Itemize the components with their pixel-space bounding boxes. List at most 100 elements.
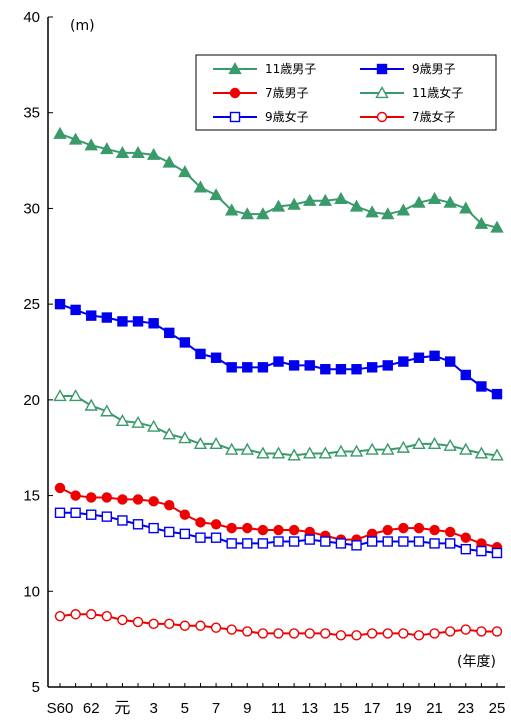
data-point — [257, 628, 269, 639]
data-point — [334, 191, 348, 204]
data-point — [178, 165, 192, 178]
data-point — [101, 312, 113, 323]
series-4 — [53, 389, 504, 461]
data-point — [398, 522, 409, 534]
data-point — [242, 522, 253, 534]
data-point — [320, 536, 331, 547]
data-point — [86, 492, 97, 503]
data-point — [303, 193, 317, 206]
data-point — [427, 436, 442, 449]
data-point — [491, 388, 503, 400]
data-point — [226, 522, 237, 534]
series-line — [59, 132, 498, 229]
legend-item: 7歳女子 — [360, 109, 456, 124]
data-point — [70, 507, 81, 518]
legend-marker — [376, 63, 388, 75]
legend-marker — [228, 62, 242, 75]
data-point — [429, 628, 440, 639]
data-point — [288, 360, 300, 371]
data-point — [132, 316, 144, 327]
series-2 — [54, 298, 503, 400]
y-tick-label: 30 — [23, 200, 40, 217]
data-point — [413, 630, 425, 641]
data-point — [162, 427, 176, 440]
data-point — [474, 216, 489, 229]
data-point — [351, 630, 362, 641]
data-point — [398, 536, 409, 547]
data-point — [162, 155, 176, 168]
x-tick-label: 62 — [83, 700, 100, 717]
data-point — [100, 404, 114, 417]
data-point — [413, 352, 425, 363]
data-point — [444, 356, 456, 367]
data-point — [398, 628, 409, 639]
data-point — [68, 132, 83, 145]
data-point — [366, 628, 378, 639]
data-point — [117, 316, 128, 327]
data-point — [70, 490, 81, 501]
x-tick-label: 3 — [149, 700, 157, 717]
data-point — [381, 442, 395, 455]
data-point — [257, 362, 269, 373]
data-point — [86, 509, 97, 520]
data-point — [443, 195, 457, 208]
data-point — [100, 142, 114, 155]
data-point — [443, 438, 457, 451]
data-point — [444, 538, 456, 549]
legend-item: 9歳男子 — [360, 62, 456, 76]
data-point — [349, 199, 364, 212]
data-point — [242, 538, 253, 549]
data-point — [320, 628, 331, 639]
data-point — [381, 207, 395, 220]
data-point — [148, 318, 159, 329]
data-point — [226, 362, 237, 373]
data-point — [240, 207, 254, 220]
y-tick-label: 35 — [23, 105, 40, 122]
legend-label: 9歳男子 — [412, 62, 456, 76]
legend-marker — [375, 86, 389, 99]
data-point — [256, 446, 270, 459]
data-point — [146, 419, 161, 432]
data-point — [257, 524, 269, 536]
data-point — [444, 626, 456, 637]
series-3 — [54, 482, 503, 553]
x-tick-label: 9 — [243, 700, 251, 717]
data-point — [209, 436, 223, 449]
data-point — [70, 609, 81, 620]
data-point — [444, 526, 456, 538]
data-point — [382, 524, 393, 536]
data-point — [54, 482, 66, 494]
x-tick-label: 25 — [489, 700, 506, 717]
data-point — [242, 626, 253, 637]
data-point — [366, 362, 378, 373]
data-point — [429, 350, 440, 362]
data-point — [131, 415, 145, 428]
data-point — [257, 538, 269, 549]
data-point — [382, 360, 393, 371]
data-point — [148, 522, 159, 534]
data-point — [84, 138, 98, 151]
data-point — [396, 440, 411, 453]
data-point — [459, 201, 473, 214]
y-tick-label: 40 — [23, 9, 40, 26]
data-point — [195, 517, 206, 528]
data-point — [195, 532, 206, 543]
data-point — [460, 369, 471, 381]
series-1 — [53, 126, 504, 233]
data-point — [224, 203, 239, 216]
data-point — [101, 492, 113, 503]
data-point — [413, 536, 425, 547]
legend: 11歳男子 9歳男子 7歳男子 11歳女子 9歳女子 7歳女子 — [195, 54, 497, 131]
data-point — [474, 446, 489, 459]
data-point — [226, 624, 237, 635]
legend-marker — [229, 87, 241, 99]
data-point — [132, 494, 144, 505]
data-point — [460, 543, 471, 555]
data-point — [271, 446, 286, 459]
data-point — [132, 616, 144, 628]
data-point — [117, 494, 128, 505]
data-point — [53, 389, 67, 402]
